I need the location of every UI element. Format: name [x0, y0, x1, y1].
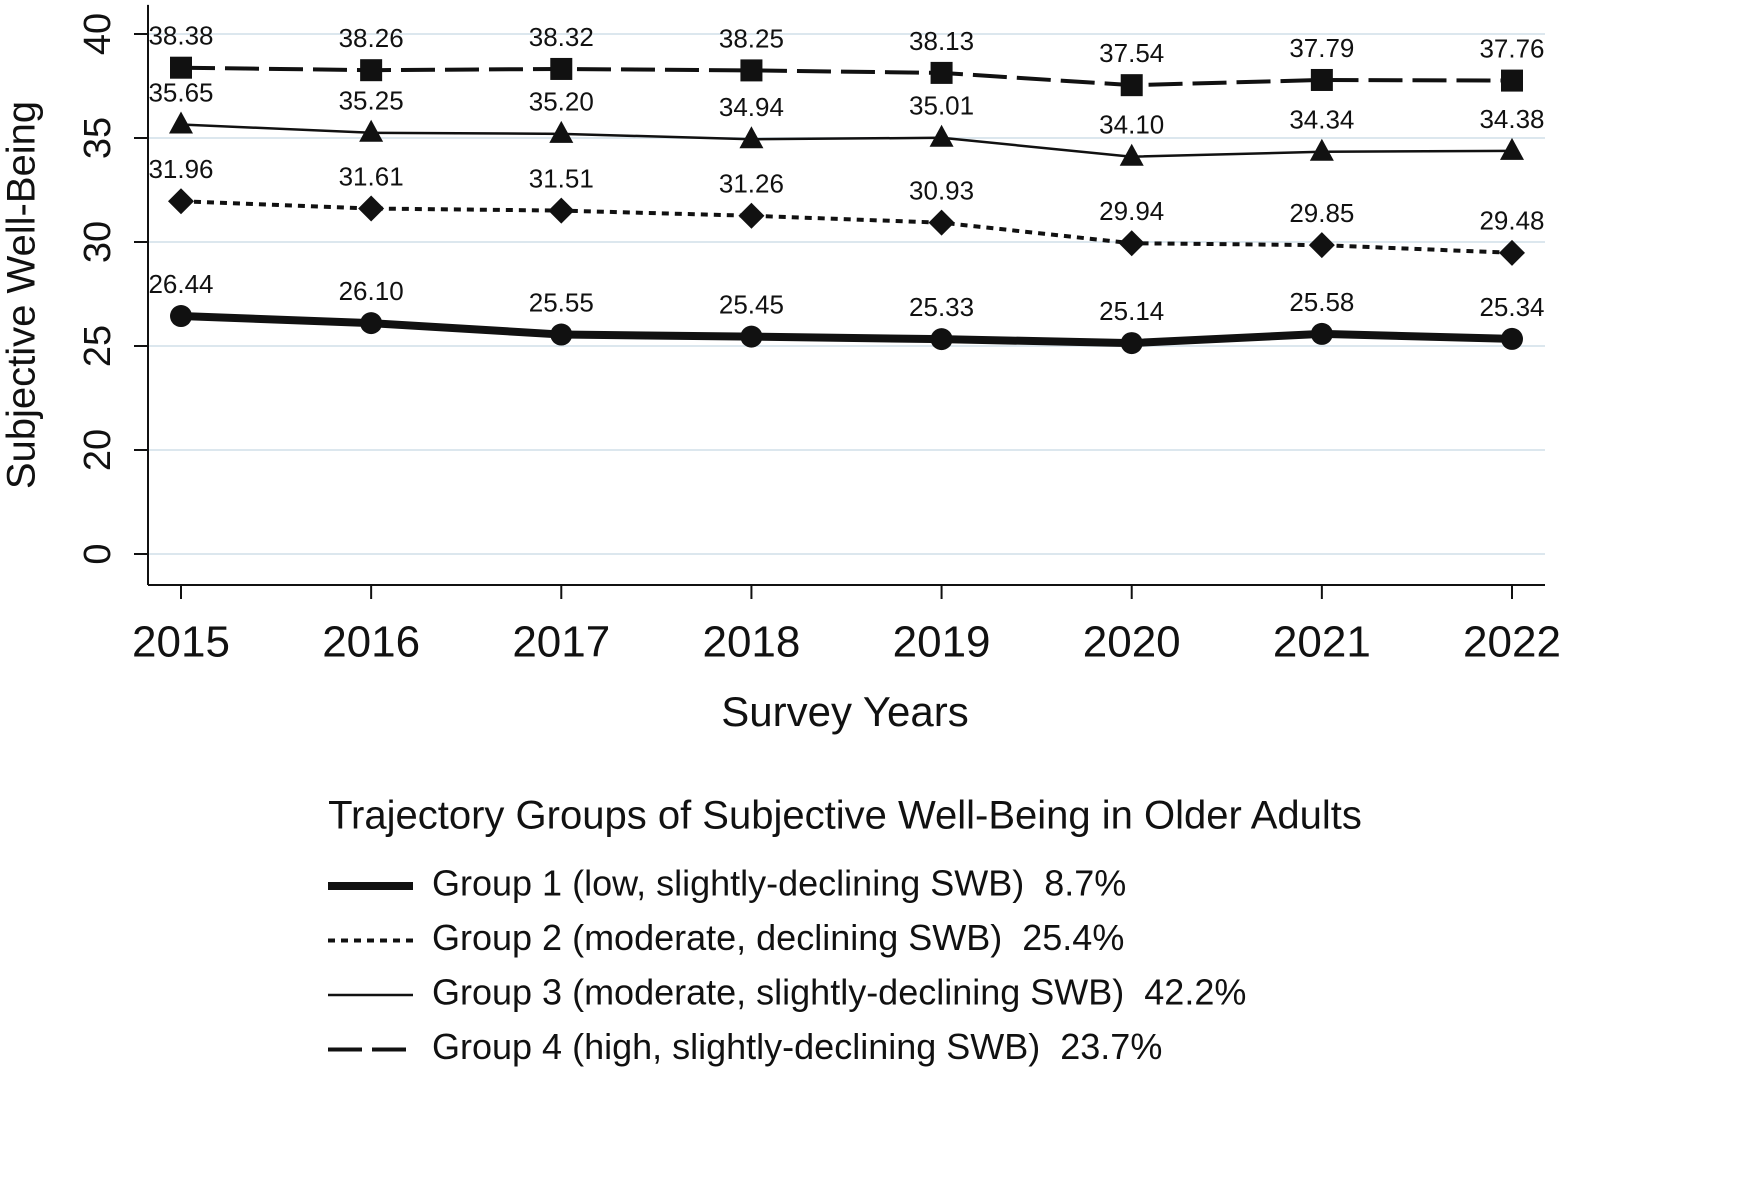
marker — [738, 202, 765, 229]
data-label: 25.33 — [909, 292, 974, 322]
marker — [359, 119, 384, 142]
marker — [548, 197, 575, 224]
data-label: 37.76 — [1479, 33, 1544, 63]
marker — [169, 111, 193, 134]
data-label: 35.20 — [529, 87, 594, 117]
legend-label: Group 3 (moderate, slightly-declining SW… — [432, 972, 1246, 1013]
marker — [930, 61, 953, 84]
data-label: 35.25 — [339, 86, 404, 116]
marker — [1120, 74, 1143, 97]
data-label: 26.44 — [148, 269, 213, 299]
data-label: 34.94 — [719, 92, 784, 122]
marker — [740, 325, 763, 348]
data-label: 35.01 — [909, 91, 974, 121]
y-tick-label: 40 — [77, 13, 119, 55]
data-label: 34.38 — [1479, 104, 1544, 134]
marker — [739, 126, 764, 149]
data-label: 29.48 — [1479, 206, 1544, 236]
series: 35.65 35.25 35.20 34.94 35.01 34.10 34.34 34.38 — [148, 77, 1545, 166]
series-line — [180, 312, 1513, 348]
marker — [1308, 232, 1335, 259]
x-tick-label: 2020 — [1083, 618, 1181, 667]
marker — [360, 312, 383, 335]
data-label: 34.10 — [1099, 110, 1164, 140]
marker — [929, 124, 954, 147]
marker — [1500, 137, 1524, 160]
marker — [740, 59, 763, 82]
data-label: 30.93 — [909, 176, 974, 206]
marker — [360, 59, 383, 82]
data-label: 38.25 — [719, 23, 784, 53]
marker — [168, 188, 194, 215]
marker — [1310, 322, 1333, 345]
series: 38.38 38.26 38.32 38.25 38.13 37.54 37.79 37.76 — [148, 21, 1545, 97]
data-label: 25.14 — [1099, 296, 1164, 326]
data-label: 37.79 — [1289, 33, 1354, 63]
marker — [1499, 239, 1525, 266]
data-label: 34.34 — [1289, 105, 1354, 135]
x-tick-label: 2022 — [1463, 618, 1561, 667]
marker — [928, 209, 955, 236]
data-label: 38.26 — [339, 23, 404, 53]
data-label: 25.45 — [719, 290, 784, 320]
data-label: 25.55 — [529, 287, 594, 317]
marker — [1118, 230, 1145, 257]
marker — [1501, 69, 1523, 92]
legend-label: Group 4 (high, slightly-declining SWB) 2… — [432, 1026, 1162, 1067]
marker — [170, 305, 192, 328]
legend-title: Trajectory Groups of Subjective Well-Bei… — [328, 794, 1362, 838]
y-tick-label: 0 — [77, 543, 119, 564]
data-label: 38.32 — [529, 22, 594, 52]
legend-label: Group 2 (moderate, declining SWB) 25.4% — [432, 917, 1124, 958]
y-tick-label: 25 — [77, 325, 119, 367]
x-tick-label: 2015 — [132, 618, 230, 667]
marker — [550, 57, 573, 80]
series-line — [180, 65, 1513, 88]
marker — [930, 328, 953, 351]
data-label: 31.96 — [148, 154, 213, 184]
series-line — [180, 199, 1513, 255]
x-tick-label: 2017 — [512, 618, 610, 667]
series: 31.96 31.61 31.51 31.26 30.93 29.94 29.85 29.48 — [148, 154, 1545, 266]
x-axis-title: Survey Years — [721, 688, 969, 735]
x-tick-label: 2016 — [322, 618, 420, 667]
data-label: 25.58 — [1289, 287, 1354, 317]
marker — [1309, 138, 1334, 161]
marker — [170, 56, 192, 79]
data-label: 31.26 — [719, 169, 784, 199]
data-label: 31.51 — [529, 163, 594, 193]
series-line — [180, 123, 1513, 158]
marker — [1501, 327, 1523, 350]
data-label: 31.61 — [339, 161, 404, 191]
x-tick-label: 2021 — [1273, 618, 1371, 667]
data-label: 38.38 — [148, 21, 213, 51]
marker — [550, 323, 573, 346]
marker — [1119, 143, 1144, 166]
y-tick-label: 20 — [77, 429, 119, 471]
series: 26.44 26.10 25.55 25.45 25.33 25.14 25.58 25.34 — [148, 269, 1545, 355]
y-axis-title: Subjective Well-Being — [0, 101, 44, 489]
data-label: 38.13 — [909, 26, 974, 56]
data-label: 29.85 — [1289, 198, 1354, 228]
marker — [358, 195, 385, 222]
marker — [1120, 332, 1143, 355]
data-label: 29.94 — [1099, 196, 1164, 226]
x-tick-label: 2019 — [893, 618, 991, 667]
data-label: 25.34 — [1479, 292, 1544, 322]
marker — [549, 120, 574, 143]
data-label: 26.10 — [339, 276, 404, 306]
data-label: 37.54 — [1099, 38, 1164, 68]
x-tick-label: 2018 — [702, 618, 800, 667]
y-tick-label: 35 — [77, 117, 119, 159]
data-label: 35.65 — [148, 77, 213, 107]
marker — [1310, 68, 1333, 91]
y-tick-label: 30 — [77, 221, 119, 263]
legend-label: Group 1 (low, slightly-declining SWB) 8.… — [432, 863, 1126, 904]
